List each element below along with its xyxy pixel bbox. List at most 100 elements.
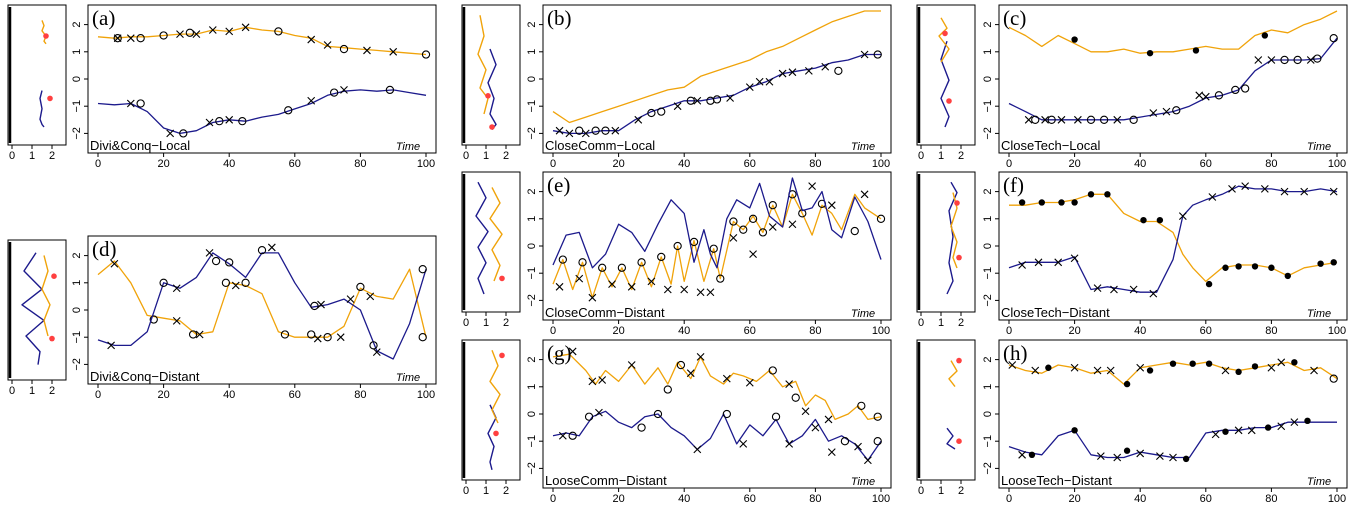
y-tick-label: 2 xyxy=(526,22,538,28)
circle-marker xyxy=(159,31,168,40)
x-tick-label: 100 xyxy=(417,158,435,170)
panel-letter: (h) xyxy=(1003,341,1028,365)
orange-series-line xyxy=(1009,193,1338,283)
cross-marker xyxy=(1073,115,1082,124)
cross-marker xyxy=(808,182,817,191)
cross-marker xyxy=(555,126,564,135)
position-dot xyxy=(956,438,962,445)
mini-x-tick-label: 2 xyxy=(958,485,964,497)
x-tick-label: 40 xyxy=(678,325,690,337)
circle-marker xyxy=(840,437,850,446)
x-axis-label: Time xyxy=(1307,308,1331,320)
orange-trajectory xyxy=(489,187,503,282)
cross-marker xyxy=(801,407,810,416)
y-tick-label: 2 xyxy=(982,357,994,363)
orange-trajectory xyxy=(938,17,950,63)
panel-letter: (b) xyxy=(547,6,572,30)
x-tick-label: 100 xyxy=(872,325,890,337)
mini-x-tick-label: 0 xyxy=(918,150,924,162)
position-dot xyxy=(49,335,55,342)
cross-marker xyxy=(107,341,116,350)
cross-marker xyxy=(706,288,715,297)
mini-plot-frame xyxy=(916,171,976,313)
y-tick-label: 1 xyxy=(526,49,538,55)
filled-dot-marker xyxy=(1146,367,1154,374)
cross-marker xyxy=(1008,361,1017,369)
cross-marker xyxy=(241,23,250,32)
filled-dot-marker xyxy=(1071,427,1078,434)
cross-marker xyxy=(611,126,620,135)
cross-marker xyxy=(1247,426,1256,435)
x-tick-label: 60 xyxy=(1200,493,1212,505)
cross-marker xyxy=(726,94,735,102)
mini-x-tick-label: 1 xyxy=(483,150,489,162)
panel-letter: (g) xyxy=(547,341,572,365)
circle-marker xyxy=(857,401,866,410)
circle-marker xyxy=(307,330,316,339)
circle-marker xyxy=(653,409,663,419)
circle-marker xyxy=(1231,85,1240,95)
filled-dot-marker xyxy=(1261,32,1269,39)
cross-marker xyxy=(854,442,862,451)
cross-marker xyxy=(205,118,214,127)
circle-marker xyxy=(739,225,748,234)
x-tick-label: 20 xyxy=(612,325,624,337)
cross-marker xyxy=(827,448,836,456)
cross-marker xyxy=(172,284,181,293)
x-tick-label: 60 xyxy=(1200,325,1212,337)
filled-dot-marker xyxy=(1087,191,1095,198)
y-tick-label: −2 xyxy=(526,127,538,140)
cross-marker xyxy=(1113,115,1122,124)
condition-name: LooseTech−Distant xyxy=(1001,473,1112,488)
circle-marker xyxy=(1214,91,1224,100)
circle-marker xyxy=(657,252,666,262)
circle-marker xyxy=(748,214,758,223)
cross-marker xyxy=(1070,254,1079,263)
y-tick-label: 0 xyxy=(526,411,538,417)
x-tick-label: 20 xyxy=(1068,493,1080,505)
orange-trajectory xyxy=(948,360,958,388)
circle-marker xyxy=(676,360,686,370)
mini-x-tick-label: 0 xyxy=(9,150,15,162)
mini-plot-frame xyxy=(7,4,67,146)
mini-x-tick-label: 2 xyxy=(958,317,964,329)
cross-marker xyxy=(811,423,820,432)
mini-x-tick-label: 1 xyxy=(483,317,489,329)
cross-marker xyxy=(1310,366,1318,375)
orange-trajectory xyxy=(41,255,51,337)
cross-marker xyxy=(595,408,603,417)
mini-x-tick-label: 2 xyxy=(49,150,55,162)
circle-marker xyxy=(729,217,738,226)
cross-marker xyxy=(1169,453,1177,462)
cross-marker xyxy=(1280,187,1289,196)
y-tick-label: −2 xyxy=(71,127,83,140)
circle-marker xyxy=(1129,115,1138,124)
blue-trajectory xyxy=(940,40,950,128)
y-tick-label: −1 xyxy=(982,100,994,113)
filled-dot-marker xyxy=(1251,263,1259,270)
filled-dot-marker xyxy=(1317,260,1324,267)
filled-dot-marker xyxy=(1291,359,1298,366)
circle-marker xyxy=(136,34,145,43)
x-tick-label: 20 xyxy=(1068,325,1080,337)
circle-marker xyxy=(136,99,145,108)
cross-marker xyxy=(739,440,748,448)
cross-marker xyxy=(225,27,234,36)
circle-marker xyxy=(1047,115,1056,124)
cross-marker xyxy=(1018,261,1027,269)
cross-marker xyxy=(126,34,135,43)
filled-dot-marker xyxy=(1205,360,1213,367)
blue-series-line xyxy=(552,177,882,269)
cross-marker xyxy=(778,69,787,78)
filled-dot-marker xyxy=(1304,417,1311,424)
circle-marker xyxy=(225,258,234,267)
y-tick-label: −1 xyxy=(71,100,83,113)
circle-marker xyxy=(791,393,800,402)
x-tick-label: 80 xyxy=(1265,158,1277,170)
circle-marker xyxy=(578,258,587,267)
y-tick-label: 0 xyxy=(526,76,538,82)
cross-marker xyxy=(1228,184,1236,193)
cross-marker xyxy=(745,378,754,387)
mini-x-tick-label: 1 xyxy=(29,385,35,397)
